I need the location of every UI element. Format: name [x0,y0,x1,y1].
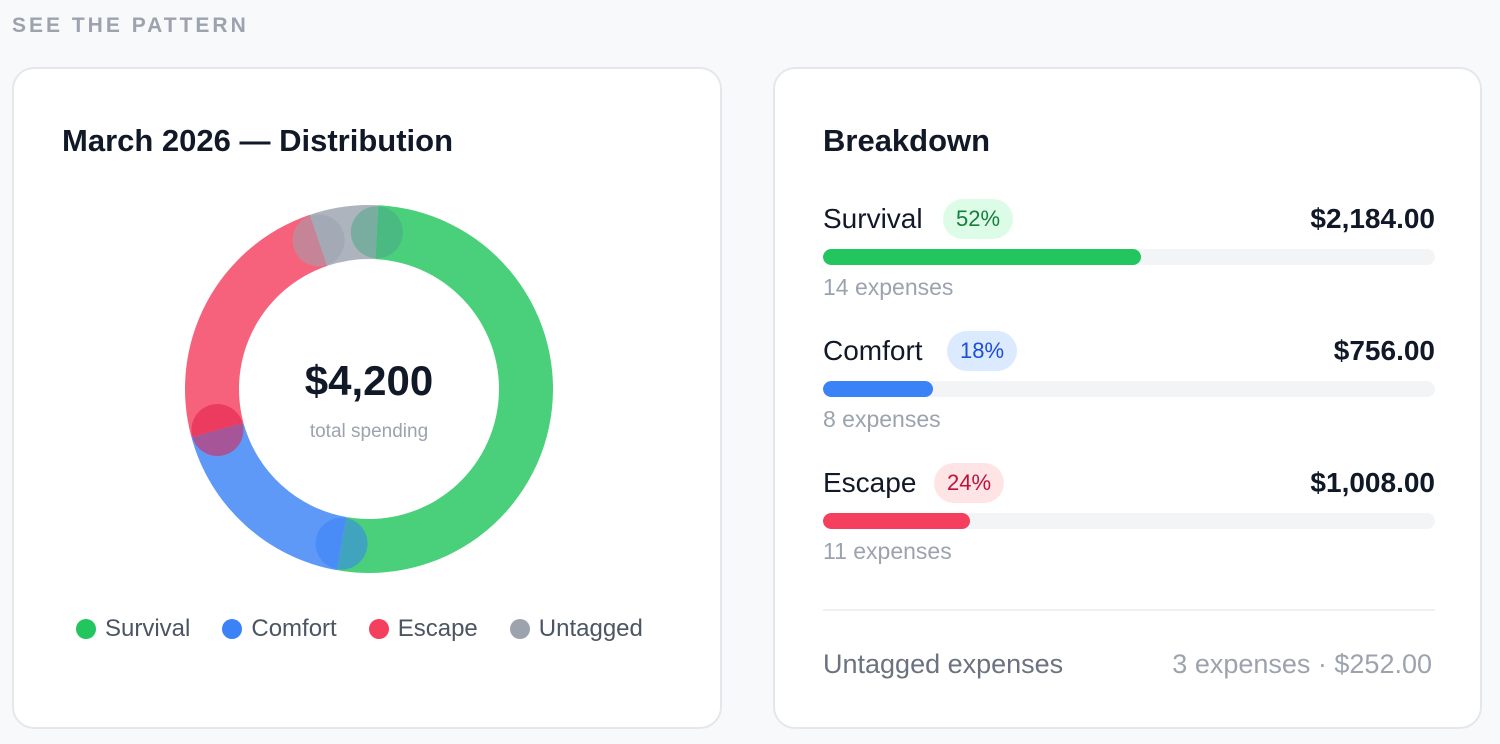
row-count: 11 expenses [823,538,952,564]
percent-badge: 18% [947,331,1018,371]
breakdown-row-survival: Survival 52% $2,184.00 14 expenses [823,199,1435,300]
slice-cap-survival [350,206,403,259]
legend-dot-survival [76,619,96,639]
breakdown-card: Breakdown Survival 52% $2,184.00 14 expe… [773,67,1482,729]
progress-fill [823,381,934,397]
percent-badge: 52% [943,199,1014,239]
distribution-card: March 2026 — Distribution $4,200 total sp… [12,67,722,729]
legend-dot-untagged [509,619,530,639]
section-label: SEE THE PATTERN [12,14,249,37]
breakdown-title: Breakdown [823,123,991,158]
breakdown-row-comfort: Comfort 18% $756.00 8 expenses [823,331,1435,432]
legend-dot-escape [368,619,389,639]
row-label: Comfort [823,335,923,366]
donut-chart: $4,200 total spending [184,205,553,573]
row-count: 14 expenses [823,274,954,300]
legend-item-escape: Escape [368,615,478,643]
legend-item-comfort: Comfort [222,615,337,643]
legend-label-comfort: Comfort [251,615,337,642]
percent-badge: 24% [934,463,1005,503]
legend-label-survival: Survival [105,615,191,642]
center-total-value: $4,200 [305,357,433,404]
center-total-label: total spending [310,421,428,442]
legend-label-untagged: Untagged [538,615,643,642]
row-amount: $756.00 [1333,335,1435,366]
row-label: Survival [823,203,923,234]
legend-item-survival: Survival [76,615,190,643]
slice-cap-comfort [315,517,368,570]
slice-cap-untagged [292,214,345,267]
progress-track [823,381,1435,397]
row-label: Escape [823,467,917,498]
donut-slice-survival [336,205,553,573]
breakdown-row-escape: Escape 24% $1,008.00 11 expenses [823,463,1435,564]
row-amount: $2,184.00 [1310,203,1435,234]
row-count: 8 expenses [823,406,941,432]
row-amount: $1,008.00 [1310,467,1435,498]
progress-fill [823,249,1142,265]
progress-track [823,513,1435,529]
untagged-value: 3 expenses · $252.00 [1172,649,1432,679]
chart-legend: Survival Comfort Escape Untagged [76,615,643,643]
slice-cap-escape [191,403,244,456]
progress-fill [823,513,970,529]
legend-label-escape: Escape [397,615,478,642]
divider [823,609,1435,611]
donut-slice-escape [184,214,328,438]
legend-dot-comfort [222,619,243,639]
untagged-label: Untagged expenses [823,649,1064,679]
distribution-title: March 2026 — Distribution [62,123,454,158]
legend-item-untagged: Untagged [509,615,643,643]
donut-slice-comfort [191,422,347,571]
progress-track [823,249,1435,265]
